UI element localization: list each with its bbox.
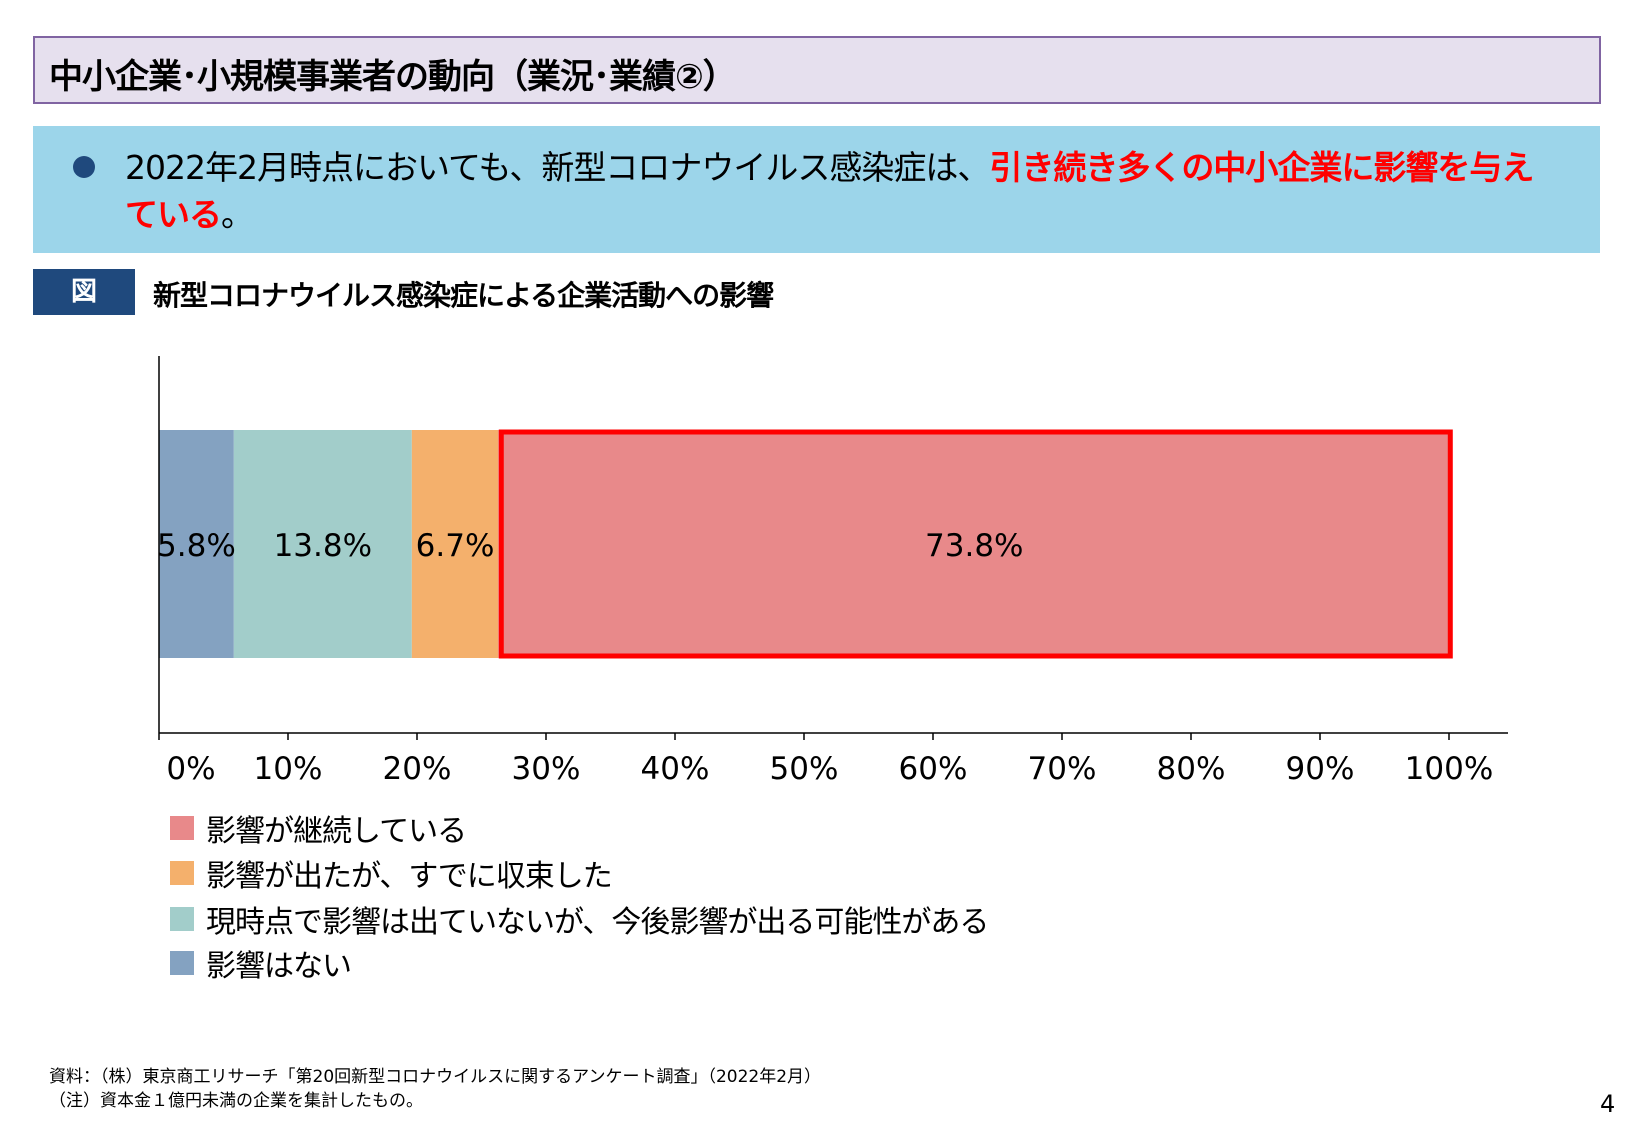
- x-tick-label: 70%: [1028, 751, 1097, 787]
- x-tick-label: 60%: [899, 751, 968, 787]
- summary-plain: 2022年2月時点においても、新型コロナウイルス感染症は、: [125, 148, 990, 187]
- x-tick-label: 30%: [512, 751, 581, 787]
- data-label: 73.8%: [925, 528, 1023, 564]
- bar-segment: [498, 430, 1451, 658]
- legend-swatch: [170, 861, 194, 885]
- legend-swatch: [170, 907, 194, 931]
- chart: 5.8% 13.8% 6.7% 73.8% 0% 10% 20% 30% 40% 50% 60% 70…: [157, 356, 1508, 787]
- highlight-border: [498, 429, 1453, 659]
- page-title: 中小企業･小規模事業者の動向（業況･業績②）: [49, 57, 737, 97]
- legend-item: 影響が継続している: [170, 812, 467, 849]
- bar-segment: [159, 430, 234, 658]
- page-number: 4: [1600, 1090, 1616, 1118]
- bar-segment: [411, 430, 499, 658]
- summary-box: 2022年2月時点においても、新型コロナウイルス感染症は、引き続き多くの中小企業…: [33, 126, 1600, 253]
- figure-title: 新型コロナウイルス感染症による企業活動への影響: [153, 279, 774, 312]
- legend-swatch: [170, 816, 194, 840]
- bar-segment: [233, 430, 412, 658]
- x-tick-label: 10%: [254, 751, 323, 787]
- x-tick-label: 100%: [1405, 751, 1494, 787]
- legend-label: 影響が出たが、すでに収束した: [206, 859, 613, 894]
- legend-label: 現時点で影響は出ていないが、今後影響が出る可能性がある: [206, 905, 989, 940]
- x-tick-label: 0%: [166, 751, 215, 787]
- legend-label: 影響が継続している: [206, 814, 467, 849]
- legend-item: 影響が出たが、すでに収束した: [170, 857, 613, 894]
- legend-swatch: [170, 951, 194, 975]
- footnote: （注）資本金１億円未満の企業を集計したもの。: [49, 1091, 423, 1111]
- bullet-icon: [73, 156, 95, 178]
- title-box: 中小企業･小規模事業者の動向（業況･業績②）: [33, 36, 1601, 104]
- legend-item: 現時点で影響は出ていないが、今後影響が出る可能性がある: [170, 903, 989, 940]
- legend-label: 影響はない: [206, 949, 352, 984]
- legend-item: 影響はない: [170, 947, 352, 984]
- source-note: 資料：（株）東京商工リサーチ「第20回新型コロナウイルスに関するアンケート調査」…: [49, 1067, 822, 1087]
- x-tick-label: 50%: [770, 751, 839, 787]
- x-tick-label: 90%: [1286, 751, 1355, 787]
- data-label: 13.8%: [274, 528, 372, 564]
- x-tick-label: 20%: [383, 751, 452, 787]
- summary-highlight: 引き続き多くの中小企業に影響を与えている: [125, 148, 1534, 234]
- x-tick-label: 80%: [1157, 751, 1226, 787]
- summary-end: 。: [221, 195, 254, 234]
- figure-label: 図: [33, 269, 135, 315]
- summary-text: 2022年2月時点においても、新型コロナウイルス感染症は、引き続き多くの中小企業…: [125, 144, 1545, 238]
- data-label: 6.7%: [416, 528, 495, 564]
- data-label: 5.8%: [157, 528, 236, 564]
- x-tick-label: 40%: [641, 751, 710, 787]
